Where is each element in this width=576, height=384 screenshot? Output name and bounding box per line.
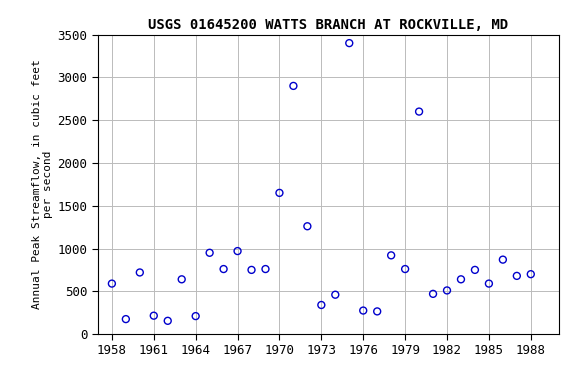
Point: [219, 266, 228, 272]
Point: [275, 190, 284, 196]
Point: [205, 250, 214, 256]
Point: [261, 266, 270, 272]
Point: [359, 308, 368, 314]
Point: [512, 273, 521, 279]
Title: USGS 01645200 WATTS BRANCH AT ROCKVILLE, MD: USGS 01645200 WATTS BRANCH AT ROCKVILLE,…: [148, 18, 509, 32]
Point: [429, 291, 438, 297]
Point: [373, 308, 382, 314]
Point: [121, 316, 130, 322]
Point: [289, 83, 298, 89]
Point: [317, 302, 326, 308]
Point: [247, 267, 256, 273]
Point: [471, 267, 480, 273]
Point: [498, 257, 507, 263]
Point: [344, 40, 354, 46]
Point: [386, 252, 396, 258]
Point: [135, 270, 145, 276]
Point: [177, 276, 186, 282]
Point: [233, 248, 242, 254]
Point: [303, 223, 312, 229]
Point: [331, 291, 340, 298]
Point: [191, 313, 200, 319]
Point: [415, 109, 424, 115]
Point: [442, 287, 452, 293]
Point: [456, 276, 465, 282]
Point: [526, 271, 536, 277]
Point: [400, 266, 410, 272]
Point: [163, 318, 172, 324]
Y-axis label: Annual Peak Streamflow, in cubic feet
per second: Annual Peak Streamflow, in cubic feet pe…: [32, 60, 54, 309]
Point: [149, 313, 158, 319]
Point: [484, 281, 494, 287]
Point: [107, 281, 116, 287]
